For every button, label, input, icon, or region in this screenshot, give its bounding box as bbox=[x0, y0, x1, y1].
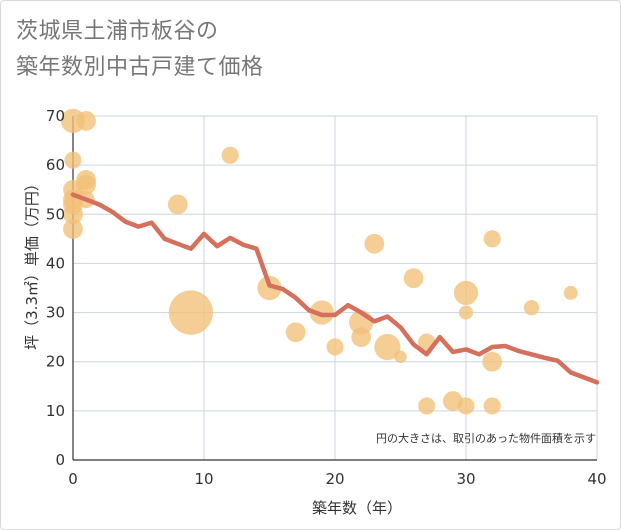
bubble-point bbox=[76, 111, 96, 131]
bubble-point bbox=[309, 300, 335, 325]
size-note: 円の大きさは、取引のあった物件面積を示す bbox=[376, 431, 596, 445]
x-tick-label: 30 bbox=[456, 470, 475, 488]
bubble-point bbox=[63, 204, 83, 225]
y-tick-label: 30 bbox=[46, 304, 65, 322]
y-tick-label: 60 bbox=[46, 156, 65, 174]
bubble-point bbox=[63, 219, 83, 239]
bubble-point bbox=[563, 285, 578, 300]
bubble-point bbox=[394, 350, 407, 364]
bubble-point bbox=[459, 305, 473, 320]
bubble-point bbox=[453, 280, 479, 306]
bubble-point bbox=[364, 233, 385, 254]
bubble-point bbox=[403, 268, 424, 289]
y-tick-label: 40 bbox=[46, 254, 65, 272]
grid-lines bbox=[72, 115, 598, 461]
tick-labels: 0 10 20 30 40 50 60 70 0 10 20 30 40 bbox=[46, 107, 607, 488]
bubble-point bbox=[418, 397, 436, 415]
x-tick-label: 20 bbox=[325, 470, 344, 488]
x-tick-label: 10 bbox=[194, 470, 213, 488]
y-tick-label: 20 bbox=[46, 353, 65, 371]
bubble-point bbox=[167, 194, 188, 215]
bubble-point bbox=[64, 151, 82, 169]
y-tick-label: 0 bbox=[55, 451, 65, 469]
bubble-point bbox=[483, 230, 501, 248]
bubble-point bbox=[457, 397, 475, 415]
average-price-line bbox=[70, 192, 600, 385]
bubble-point bbox=[168, 290, 214, 335]
title-line-2: 築年数別中古戸建て価格 bbox=[16, 55, 264, 80]
x-tick-label: 0 bbox=[68, 470, 78, 488]
x-tick-label: 40 bbox=[587, 470, 606, 488]
bubble-point bbox=[257, 275, 282, 301]
bubble-point bbox=[523, 299, 540, 316]
bubble-point bbox=[351, 327, 372, 348]
bubble-point bbox=[483, 397, 501, 415]
bubble-point bbox=[482, 351, 503, 372]
y-tick-label: 50 bbox=[46, 205, 65, 223]
x-axis-label: 築年数（年） bbox=[312, 499, 402, 517]
y-tick-label: 70 bbox=[46, 107, 65, 125]
title-line-1: 茨城県土浦市板谷の bbox=[16, 19, 219, 44]
bubble-layer bbox=[60, 108, 578, 415]
chart-title: 茨城県土浦市板谷の 築年数別中古戸建て価格 bbox=[16, 14, 264, 86]
bubble-point bbox=[374, 333, 401, 361]
bubble-point bbox=[326, 338, 344, 356]
bubble-point bbox=[285, 322, 306, 343]
y-tick-label: 10 bbox=[46, 402, 65, 420]
y-axis-label: 坪（3.3㎡）単価（万円） bbox=[23, 176, 41, 350]
trend-line-layer bbox=[70, 192, 600, 385]
bubble-point bbox=[221, 146, 239, 164]
